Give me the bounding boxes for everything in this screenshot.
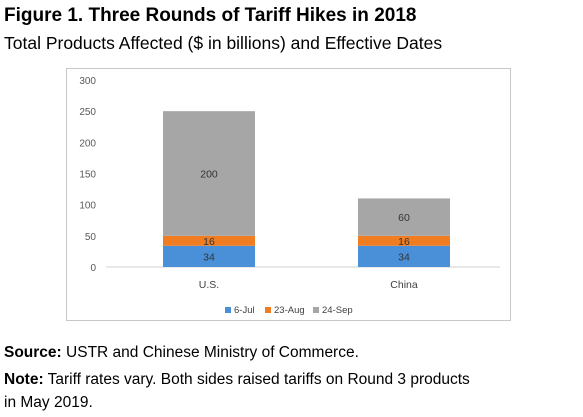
y-tick-label: 300 xyxy=(79,76,96,87)
data-label: 16 xyxy=(398,236,410,248)
chart-frame xyxy=(66,68,511,321)
data-label: 200 xyxy=(200,169,218,181)
bar-segment-24-sep xyxy=(358,198,450,236)
bar-segment-24-sep xyxy=(163,111,255,236)
legend-swatch-6-jul xyxy=(225,307,231,313)
data-label: 34 xyxy=(398,251,410,263)
y-tick-label: 0 xyxy=(90,263,96,274)
y-tick-label: 250 xyxy=(79,107,96,118)
data-label: 60 xyxy=(398,212,410,224)
note-text-continued: in May 2019. xyxy=(4,394,93,411)
note-line: Note: Tariff rates vary. Both sides rais… xyxy=(4,371,470,389)
x-tick-label: U.S. xyxy=(199,279,219,291)
bar-segment-6-jul xyxy=(358,245,450,267)
figure-subtitle: Total Products Affected ($ in billions) … xyxy=(4,33,443,53)
bar-segment-23-aug xyxy=(358,235,450,246)
legend-label: 24-Sep xyxy=(322,305,353,316)
legend-swatch-23-aug xyxy=(265,307,271,313)
y-tick-label: 50 xyxy=(85,232,97,243)
legend-swatch-24-sep xyxy=(313,307,319,313)
data-label: 34 xyxy=(203,251,215,263)
y-tick-label: 100 xyxy=(79,201,96,212)
bar-segment-23-aug xyxy=(163,235,255,246)
note-line-continued: in May 2019. xyxy=(4,394,93,412)
legend-label: 6-Jul xyxy=(234,305,255,316)
note-text: Tariff rates vary. Both sides raised tar… xyxy=(47,371,470,388)
bar-segment-6-jul xyxy=(163,245,255,267)
x-tick-label: China xyxy=(390,279,418,291)
y-tick-label: 200 xyxy=(79,138,96,149)
source-label: Source: xyxy=(4,344,62,361)
y-tick-label: 150 xyxy=(79,170,96,181)
source-text: USTR and Chinese Ministry of Commerce. xyxy=(66,344,359,361)
source-line: Source: USTR and Chinese Ministry of Com… xyxy=(4,344,359,362)
note-label: Note: xyxy=(4,371,44,388)
legend-label: 23-Aug xyxy=(274,305,305,316)
data-label: 16 xyxy=(203,236,215,248)
figure-title: Figure 1. Three Rounds of Tariff Hikes i… xyxy=(4,5,417,26)
